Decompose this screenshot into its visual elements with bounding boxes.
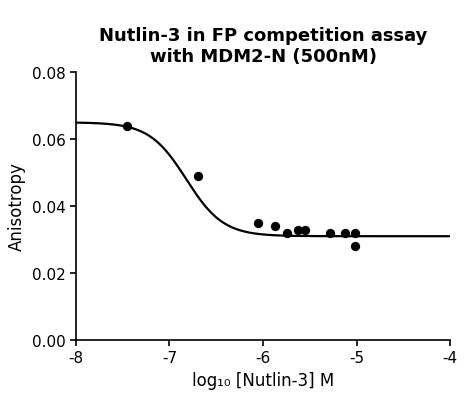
Point — [341, 230, 348, 237]
Y-axis label: Anisotropy: Anisotropy — [8, 162, 26, 251]
Point — [272, 223, 279, 230]
Point — [194, 173, 201, 180]
Point — [327, 230, 334, 237]
Point — [351, 243, 359, 250]
Point — [351, 230, 359, 237]
Point — [294, 227, 301, 233]
Point — [255, 220, 262, 226]
Title: Nutlin-3 in FP competition assay
with MDM2-N (500nM): Nutlin-3 in FP competition assay with MD… — [99, 27, 427, 66]
X-axis label: log₁₀ [Nutlin-3] M: log₁₀ [Nutlin-3] M — [192, 371, 334, 389]
Point — [301, 227, 309, 233]
Point — [283, 230, 291, 237]
Point — [124, 123, 131, 130]
